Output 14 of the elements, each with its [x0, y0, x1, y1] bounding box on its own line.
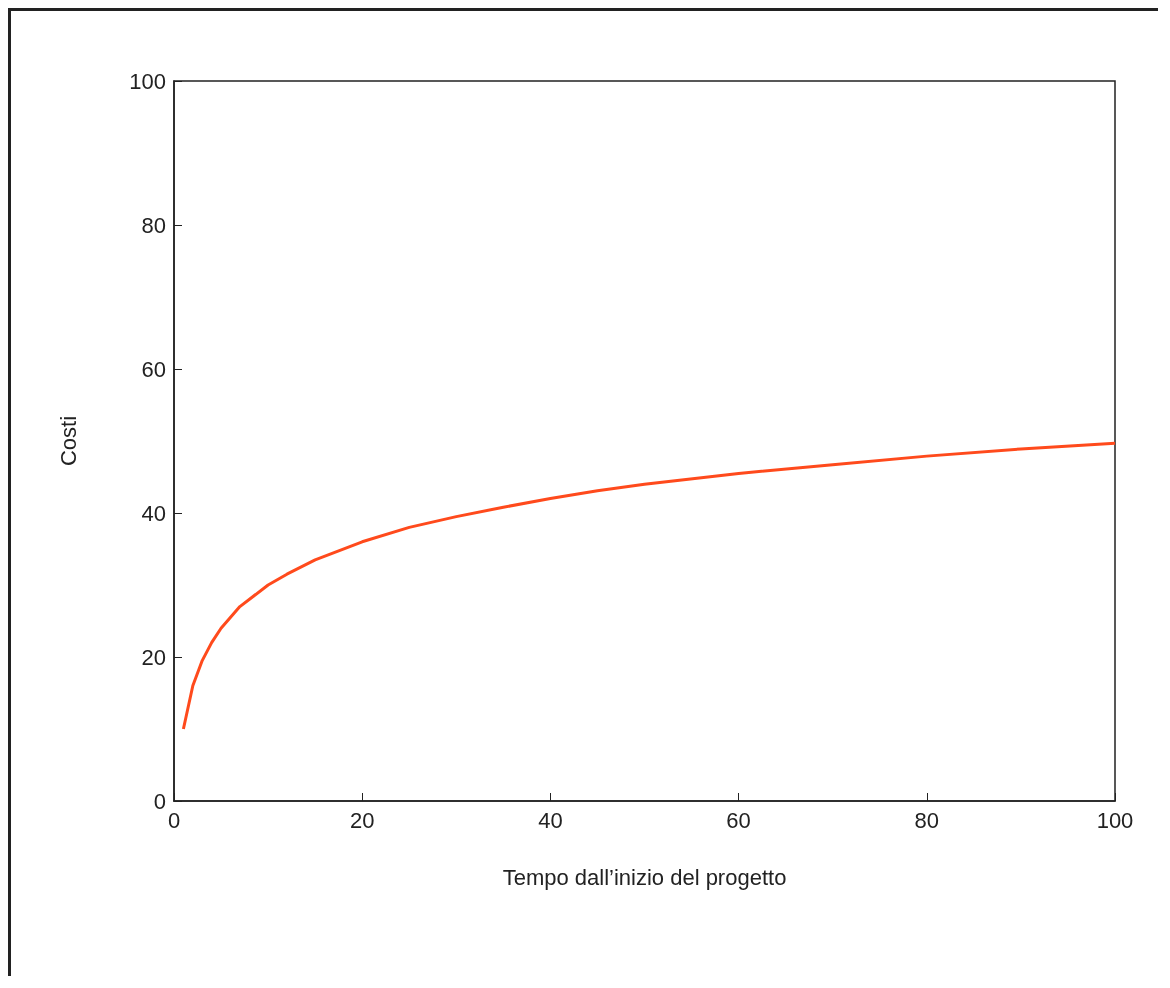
- x-tick-label: 80: [914, 807, 940, 833]
- y-tick-label: 80: [141, 212, 166, 238]
- x-axis-title: Tempo dall’inizio del progetto: [502, 864, 787, 890]
- x-tick-label: 60: [726, 807, 751, 833]
- y-tick-label: 0: [153, 788, 166, 814]
- y-tick-label: 60: [141, 356, 166, 382]
- x-tick-label: 100: [1096, 807, 1134, 833]
- y-tick-label: 40: [141, 500, 166, 526]
- y-axis-title: Costi: [55, 415, 81, 467]
- y-tick-label: 20: [141, 644, 166, 670]
- y-tick-label: 100: [129, 68, 166, 94]
- x-tick-label: 20: [349, 807, 375, 833]
- x-tick-label: 40: [538, 807, 563, 833]
- line-series: [181, 441, 1117, 731]
